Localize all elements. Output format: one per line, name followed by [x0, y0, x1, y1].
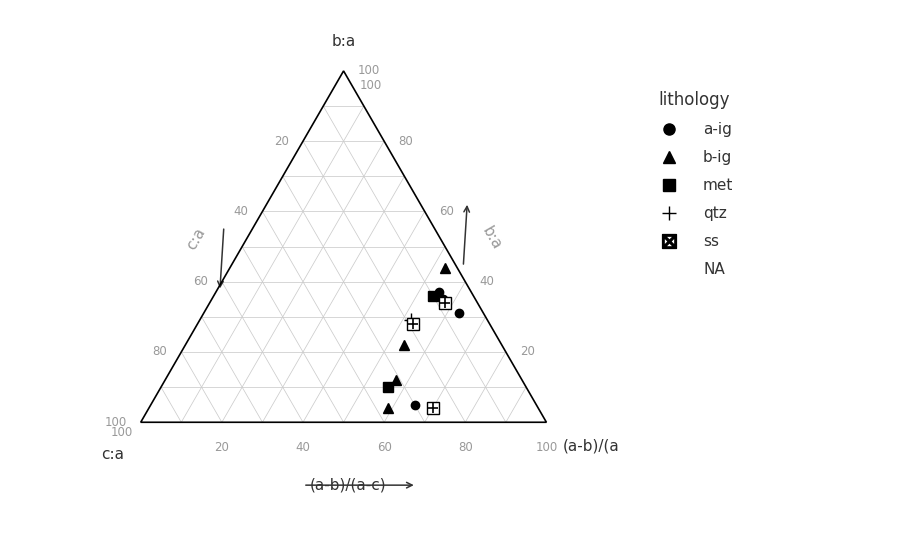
Legend: a-ig, b-ig, met, qtz, ss, NA: a-ig, b-ig, met, qtz, ss, NA — [655, 91, 734, 277]
Text: 60: 60 — [376, 440, 392, 454]
Text: c:a: c:a — [101, 446, 125, 461]
Text: 20: 20 — [215, 440, 229, 454]
Text: 100: 100 — [110, 426, 133, 439]
Text: b:a: b:a — [331, 33, 356, 48]
Text: 80: 80 — [153, 345, 167, 359]
Text: 20: 20 — [520, 345, 535, 359]
Text: 100: 100 — [104, 416, 127, 429]
Text: 60: 60 — [193, 275, 207, 288]
Text: c:a: c:a — [183, 225, 207, 252]
Text: 80: 80 — [458, 440, 472, 454]
Text: 100: 100 — [357, 64, 380, 77]
Text: 40: 40 — [295, 440, 311, 454]
Text: b:a: b:a — [480, 224, 504, 253]
Text: 20: 20 — [274, 135, 289, 148]
Text: 100: 100 — [535, 440, 558, 454]
Text: 40: 40 — [233, 205, 248, 218]
Text: (a-b)/(a-c): (a-b)/(a-c) — [309, 478, 386, 493]
Text: 80: 80 — [399, 135, 413, 148]
Text: 60: 60 — [439, 205, 453, 218]
Text: 100: 100 — [360, 79, 382, 92]
Text: 40: 40 — [480, 275, 494, 288]
Text: (a-b)/(a: (a-b)/(a — [563, 439, 620, 454]
